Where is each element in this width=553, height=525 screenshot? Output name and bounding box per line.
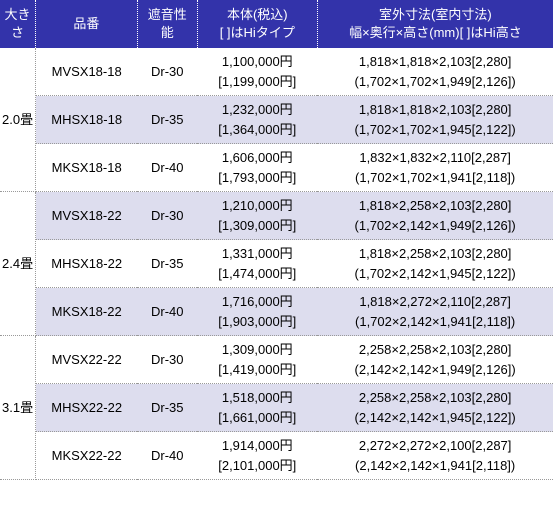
dimension-cell: 2,258×2,258×2,103[2,280](2,142×2,142×1,9… (317, 384, 553, 432)
price-cell: 1,309,000円[1,419,000円] (197, 336, 317, 384)
price-hi: [2,101,000円] (201, 456, 313, 476)
price-hi: [1,474,000円] (201, 264, 313, 284)
price-cell: 1,716,000円[1,903,000円] (197, 288, 317, 336)
dimension-outer: 1,818×1,818×2,103[2,280] (321, 52, 549, 72)
price-standard: 1,606,000円 (201, 148, 313, 168)
price-cell: 1,914,000円[2,101,000円] (197, 432, 317, 480)
dimension-cell: 1,818×1,818×2,103[2,280](1,702×1,702×1,9… (317, 48, 553, 96)
table-row: MHSX18-22Dr-351,331,000円[1,474,000円]1,81… (0, 240, 553, 288)
table-row: 2.0畳MVSX18-18Dr-301,100,000円[1,199,000円]… (0, 48, 553, 96)
dimension-cell: 2,258×2,258×2,103[2,280](2,142×2,142×1,9… (317, 336, 553, 384)
price-cell: 1,100,000円[1,199,000円] (197, 48, 317, 96)
table-row: 2.4畳MVSX18-22Dr-301,210,000円[1,309,000円]… (0, 192, 553, 240)
table-row: MKSX22-22Dr-401,914,000円[2,101,000円]2,27… (0, 432, 553, 480)
table-row: MKSX18-22Dr-401,716,000円[1,903,000円]1,81… (0, 288, 553, 336)
part-number: MVSX18-18 (36, 48, 138, 96)
price-hi: [1,661,000円] (201, 408, 313, 428)
size-cell: 3.1畳 (0, 336, 36, 480)
header-part: 品番 (36, 0, 138, 48)
part-number: MKSX22-22 (36, 432, 138, 480)
part-number: MKSX18-22 (36, 288, 138, 336)
dimension-outer: 1,818×2,272×2,110[2,287] (321, 292, 549, 312)
part-number: MVSX18-22 (36, 192, 138, 240)
part-number: MHSX18-22 (36, 240, 138, 288)
dimension-inner: (1,702×2,142×1,941[2,118]) (321, 312, 549, 332)
sound-rating: Dr-30 (137, 336, 197, 384)
sound-rating: Dr-40 (137, 432, 197, 480)
price-cell: 1,606,000円[1,793,000円] (197, 144, 317, 192)
part-number: MKSX18-18 (36, 144, 138, 192)
dimension-inner: (1,702×1,702×1,941[2,118]) (321, 168, 549, 188)
price-cell: 1,232,000円[1,364,000円] (197, 96, 317, 144)
sound-rating: Dr-35 (137, 384, 197, 432)
table-row: MHSX18-18Dr-351,232,000円[1,364,000円]1,81… (0, 96, 553, 144)
dimension-outer: 1,818×1,818×2,103[2,280] (321, 100, 549, 120)
header-size: 大きさ (0, 0, 36, 48)
table-row: 3.1畳MVSX22-22Dr-301,309,000円[1,419,000円]… (0, 336, 553, 384)
price-cell: 1,518,000円[1,661,000円] (197, 384, 317, 432)
dimension-inner: (1,702×2,142×1,949[2,126]) (321, 216, 549, 236)
price-standard: 1,100,000円 (201, 52, 313, 72)
header-price: 本体(税込)[ ]はHiタイプ (197, 0, 317, 48)
dimension-outer: 2,272×2,272×2,100[2,287] (321, 436, 549, 456)
dimension-inner: (1,702×1,702×1,945[2,122]) (321, 120, 549, 140)
dimension-inner: (1,702×1,702×1,949[2,126]) (321, 72, 549, 92)
price-standard: 1,210,000円 (201, 196, 313, 216)
size-cell: 2.4畳 (0, 192, 36, 336)
spec-table: 大きさ 品番 遮音性能 本体(税込)[ ]はHiタイプ 室外寸法(室内寸法)幅×… (0, 0, 553, 480)
dimension-cell: 1,832×1,832×2,110[2,287](1,702×1,702×1,9… (317, 144, 553, 192)
sound-rating: Dr-30 (137, 48, 197, 96)
price-hi: [1,309,000円] (201, 216, 313, 236)
dimension-outer: 2,258×2,258×2,103[2,280] (321, 340, 549, 360)
sound-rating: Dr-35 (137, 96, 197, 144)
price-cell: 1,331,000円[1,474,000円] (197, 240, 317, 288)
price-hi: [1,419,000円] (201, 360, 313, 380)
price-cell: 1,210,000円[1,309,000円] (197, 192, 317, 240)
part-number: MVSX22-22 (36, 336, 138, 384)
table-row: MKSX18-18Dr-401,606,000円[1,793,000円]1,83… (0, 144, 553, 192)
part-number: MHSX22-22 (36, 384, 138, 432)
dimension-inner: (2,142×2,142×1,941[2,118]) (321, 456, 549, 476)
price-standard: 1,232,000円 (201, 100, 313, 120)
dimension-cell: 2,272×2,272×2,100[2,287](2,142×2,142×1,9… (317, 432, 553, 480)
sound-rating: Dr-35 (137, 240, 197, 288)
price-standard: 1,914,000円 (201, 436, 313, 456)
dimension-inner: (1,702×2,142×1,945[2,122]) (321, 264, 549, 284)
sound-rating: Dr-30 (137, 192, 197, 240)
header-perf: 遮音性能 (137, 0, 197, 48)
dimension-inner: (2,142×2,142×1,949[2,126]) (321, 360, 549, 380)
size-cell: 2.0畳 (0, 48, 36, 192)
dimension-cell: 1,818×1,818×2,103[2,280](1,702×1,702×1,9… (317, 96, 553, 144)
price-hi: [1,903,000円] (201, 312, 313, 332)
price-hi: [1,364,000円] (201, 120, 313, 140)
dimension-outer: 2,258×2,258×2,103[2,280] (321, 388, 549, 408)
price-standard: 1,518,000円 (201, 388, 313, 408)
sound-rating: Dr-40 (137, 144, 197, 192)
header-dim: 室外寸法(室内寸法)幅×奥行×高さ(mm)[ ]はHi高さ (317, 0, 553, 48)
dimension-cell: 1,818×2,272×2,110[2,287](1,702×2,142×1,9… (317, 288, 553, 336)
price-hi: [1,793,000円] (201, 168, 313, 188)
part-number: MHSX18-18 (36, 96, 138, 144)
dimension-cell: 1,818×2,258×2,103[2,280](1,702×2,142×1,9… (317, 192, 553, 240)
dimension-outer: 1,818×2,258×2,103[2,280] (321, 244, 549, 264)
price-standard: 1,309,000円 (201, 340, 313, 360)
dimension-outer: 1,818×2,258×2,103[2,280] (321, 196, 549, 216)
price-standard: 1,716,000円 (201, 292, 313, 312)
dimension-cell: 1,818×2,258×2,103[2,280](1,702×2,142×1,9… (317, 240, 553, 288)
sound-rating: Dr-40 (137, 288, 197, 336)
table-row: MHSX22-22Dr-351,518,000円[1,661,000円]2,25… (0, 384, 553, 432)
price-standard: 1,331,000円 (201, 244, 313, 264)
dimension-outer: 1,832×1,832×2,110[2,287] (321, 148, 549, 168)
dimension-inner: (2,142×2,142×1,945[2,122]) (321, 408, 549, 428)
price-hi: [1,199,000円] (201, 72, 313, 92)
